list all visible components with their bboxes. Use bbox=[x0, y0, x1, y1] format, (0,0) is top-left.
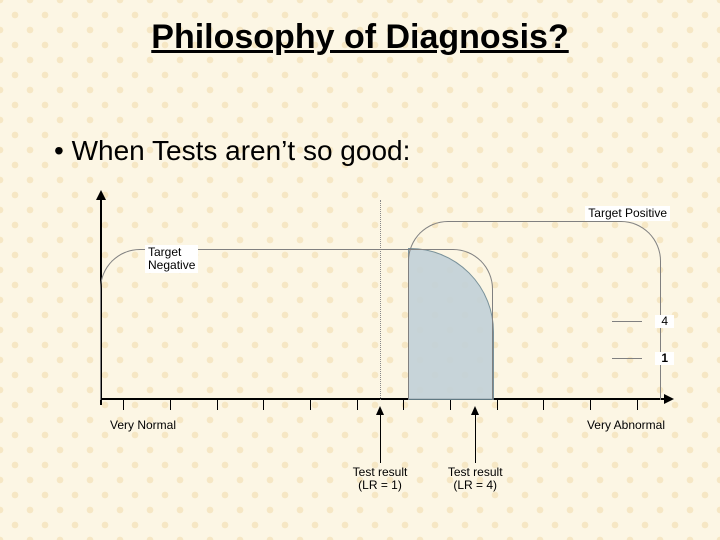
label-lr1: 1 bbox=[655, 352, 674, 365]
label-very-abnormal: Very Abnormal bbox=[587, 418, 665, 432]
label-lr4: 4 bbox=[655, 315, 674, 328]
x-tick bbox=[217, 400, 218, 410]
pos-curve-rise bbox=[408, 221, 538, 400]
page-title: Philosophy of Diagnosis? bbox=[0, 18, 720, 57]
bullet-text: • When Tests aren’t so good: bbox=[54, 135, 410, 167]
x-tick bbox=[543, 400, 544, 410]
x-tick bbox=[637, 400, 638, 410]
x-tick bbox=[263, 400, 264, 410]
x-tick bbox=[170, 400, 171, 410]
x-tick bbox=[590, 400, 591, 410]
test-result-label-2: Test result(LR = 4) bbox=[435, 466, 515, 492]
x-tick bbox=[497, 400, 498, 410]
connector-line bbox=[612, 358, 642, 359]
test-result-label-1: Test result(LR = 1) bbox=[340, 466, 420, 492]
x-tick bbox=[310, 400, 311, 410]
x-tick bbox=[450, 400, 451, 410]
x-tick bbox=[403, 400, 404, 410]
y-axis-arrow bbox=[96, 190, 106, 200]
connector-line bbox=[612, 321, 642, 322]
pos-curve-fall bbox=[537, 221, 661, 400]
test-result-arrow-1 bbox=[380, 415, 381, 463]
test-result-arrow-2 bbox=[475, 415, 476, 463]
label-target-positive: Target Positive bbox=[585, 206, 670, 221]
label-target-negative: TargetNegative bbox=[145, 245, 198, 273]
x-tick bbox=[123, 400, 124, 410]
x-axis-arrow bbox=[664, 394, 674, 404]
diagnosis-chart: TargetNegativeTarget Positive41Very Norm… bbox=[100, 200, 660, 400]
x-tick bbox=[357, 400, 358, 410]
label-very-normal: Very Normal bbox=[110, 418, 176, 432]
